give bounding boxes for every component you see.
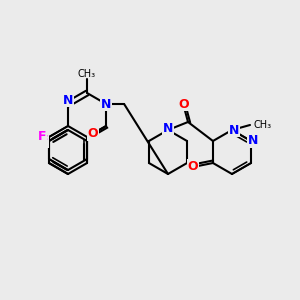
- Text: CH₃: CH₃: [78, 69, 96, 79]
- Text: O: O: [188, 160, 198, 172]
- Text: CH₃: CH₃: [253, 120, 271, 130]
- Text: O: O: [179, 98, 189, 110]
- Text: N: N: [248, 134, 258, 148]
- Text: N: N: [63, 94, 73, 106]
- Text: N: N: [163, 122, 173, 134]
- Text: F: F: [38, 130, 46, 143]
- Text: N: N: [101, 98, 111, 110]
- Text: O: O: [88, 127, 98, 140]
- Text: N: N: [229, 124, 239, 136]
- Text: F: F: [40, 134, 48, 148]
